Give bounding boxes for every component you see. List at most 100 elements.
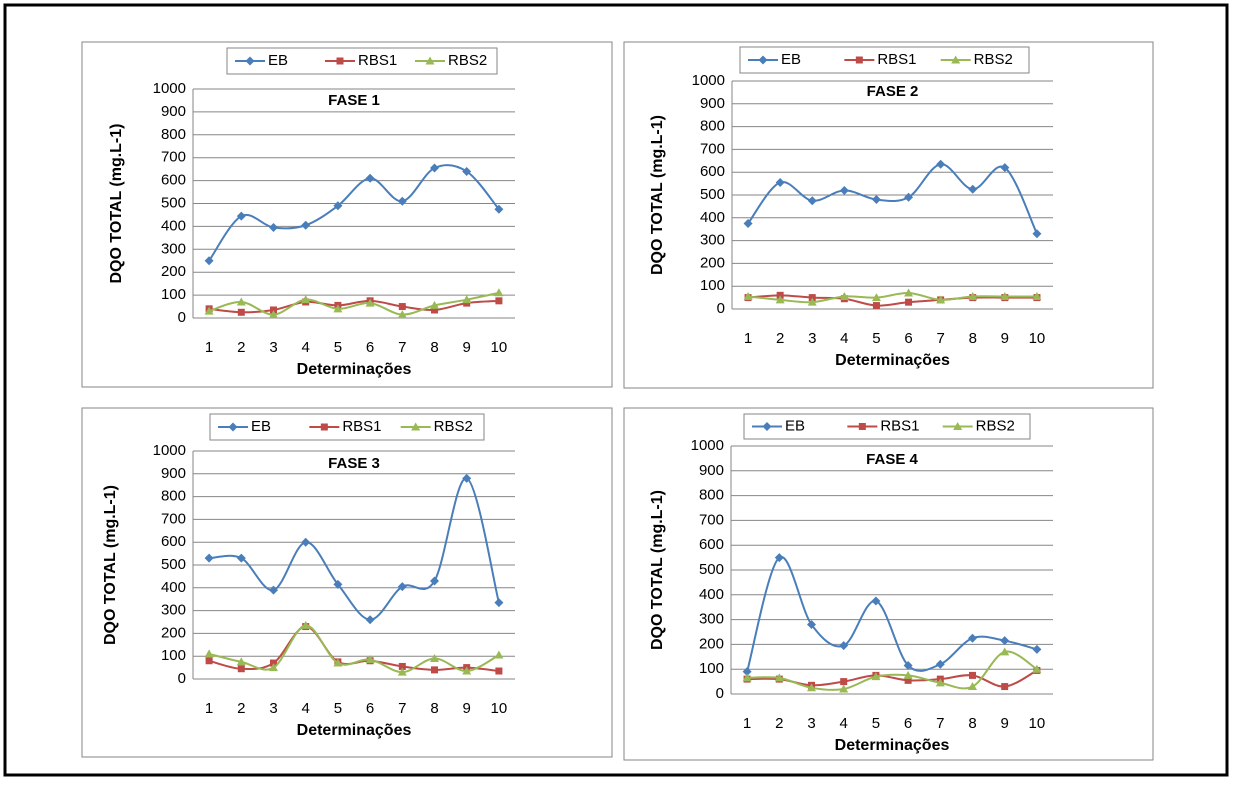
x-tick-label: 6 <box>366 339 374 356</box>
panel-border <box>623 407 1154 761</box>
marker <box>839 185 849 195</box>
marker <box>840 678 848 686</box>
marker <box>365 173 375 183</box>
y-tick-label: 0 <box>717 300 725 317</box>
marker <box>430 653 439 662</box>
y-tick-label: 1000 <box>153 80 186 97</box>
marker <box>968 633 977 643</box>
x-tick-label: 7 <box>936 330 944 347</box>
x-axis-title: Determinações <box>835 352 950 369</box>
y-tick-label: 300 <box>700 232 725 249</box>
marker <box>398 303 406 311</box>
series-line <box>747 163 1038 235</box>
marker <box>204 306 214 315</box>
y-tick-label: 200 <box>161 263 186 280</box>
chart-title: FASE 3 <box>328 455 380 472</box>
y-tick-label: 1000 <box>153 442 186 459</box>
marker <box>935 678 945 687</box>
y-tick-label: 0 <box>716 685 724 702</box>
marker <box>431 306 438 314</box>
y-tick-label: 1000 <box>691 437 724 454</box>
marker <box>462 473 472 483</box>
marker <box>397 667 407 676</box>
y-tick-label: 100 <box>699 660 724 677</box>
x-tick-label: 1 <box>205 700 213 717</box>
marker <box>743 291 753 300</box>
x-tick-label: 5 <box>334 700 342 717</box>
marker <box>871 672 881 681</box>
x-tick-label: 1 <box>744 330 752 347</box>
frame <box>3 3 1229 777</box>
marker <box>968 291 978 300</box>
marker <box>398 662 406 670</box>
marker <box>301 295 311 304</box>
y-tick-label: 400 <box>699 586 724 603</box>
y-tick-label: 300 <box>161 602 186 619</box>
marker <box>839 641 849 651</box>
series-line <box>208 624 500 674</box>
marker <box>742 667 752 677</box>
marker <box>1032 644 1042 654</box>
marker <box>204 256 214 266</box>
marker <box>333 579 343 589</box>
marker <box>236 297 246 306</box>
x-tick-label: 4 <box>840 715 848 732</box>
x-tick-label: 10 <box>1029 330 1046 347</box>
marker <box>397 196 407 206</box>
marker <box>333 304 343 313</box>
legend-label: RBS1 <box>358 52 397 69</box>
marker <box>1000 291 1010 300</box>
marker <box>425 56 435 65</box>
marker <box>494 598 504 608</box>
series-line <box>208 299 499 314</box>
marker <box>839 291 849 300</box>
x-tick-label: 10 <box>491 339 508 356</box>
marker <box>301 620 311 629</box>
marker <box>245 56 255 66</box>
marker <box>236 657 246 666</box>
x-tick-label: 5 <box>872 715 880 732</box>
legend-label: RBS1 <box>877 51 916 68</box>
marker <box>494 204 504 214</box>
legend-label: EB <box>268 52 288 69</box>
series-line <box>747 650 1038 691</box>
y-axis-title: DQO TOTAL (mg.L-1) <box>649 115 666 275</box>
marker <box>269 585 278 595</box>
y-tick-label: 200 <box>161 624 186 641</box>
marker <box>936 159 946 169</box>
marker <box>904 676 912 684</box>
marker <box>237 665 245 673</box>
x-tick-label: 2 <box>237 700 245 717</box>
marker <box>1032 229 1042 239</box>
marker <box>494 288 504 297</box>
y-tick-label: 900 <box>699 462 724 479</box>
marker <box>904 288 914 297</box>
marker <box>365 298 375 307</box>
marker <box>807 196 817 206</box>
y-axis-title: DQO TOTAL (mg.L-1) <box>102 485 119 645</box>
marker <box>775 177 785 187</box>
x-tick-label: 3 <box>269 339 277 356</box>
legend-box <box>226 47 498 75</box>
y-tick-label: 800 <box>699 487 724 504</box>
x-tick-label: 7 <box>398 339 406 356</box>
marker <box>774 673 784 682</box>
marker <box>495 297 503 305</box>
panel-border <box>81 407 613 758</box>
y-axis-title: DQO TOTAL (mg.L-1) <box>108 124 125 284</box>
marker <box>1001 683 1009 691</box>
x-tick-label: 9 <box>463 339 471 356</box>
marker <box>905 298 913 306</box>
x-axis-title: Determinações <box>297 361 412 378</box>
marker <box>839 684 849 693</box>
marker <box>397 310 407 319</box>
marker <box>1000 647 1010 656</box>
marker <box>270 306 277 314</box>
chart-title: FASE 2 <box>867 83 919 100</box>
y-tick-label: 600 <box>161 533 186 550</box>
marker <box>269 310 278 319</box>
x-tick-label: 4 <box>302 339 310 356</box>
marker <box>762 422 772 431</box>
marker <box>236 211 246 221</box>
